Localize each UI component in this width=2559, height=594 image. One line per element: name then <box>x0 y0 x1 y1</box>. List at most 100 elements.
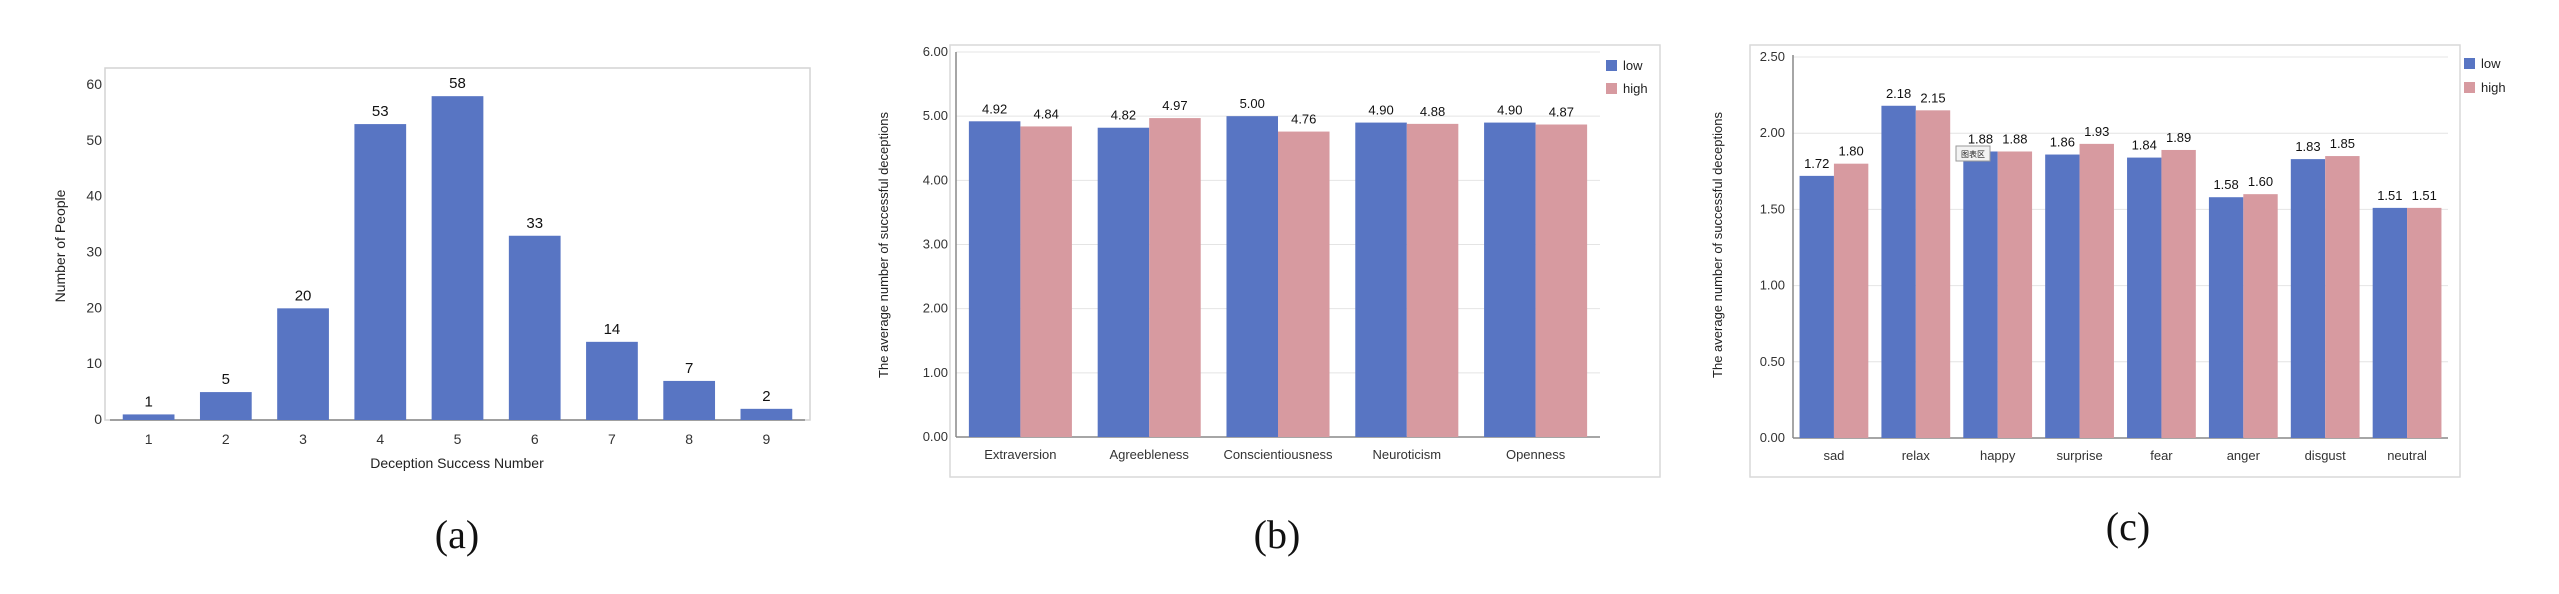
a-y-tick-label: 40 <box>86 188 102 204</box>
b-value-label: 4.97 <box>1162 98 1187 113</box>
b-value-label: 4.90 <box>1368 103 1393 118</box>
c-bar-low <box>2372 207 2408 438</box>
b-value-label: 4.84 <box>1034 106 1059 121</box>
chart-c-ylabel: The average number of successful decepti… <box>1710 112 1725 378</box>
b-y-tick-label: 1.00 <box>923 365 948 380</box>
chart-c-bars <box>1799 105 2442 439</box>
c-x-tick-label: fear <box>2150 448 2173 463</box>
a-y-tick-label: 10 <box>86 355 102 371</box>
a-x-tick-label: 9 <box>762 431 770 447</box>
c-x-tick-label: disgust <box>2305 448 2347 463</box>
a-value-label: 58 <box>449 75 466 92</box>
chart-a: 0 10 20 30 40 50 60 1 5 20 53 58 33 14 7 2 1 2 3 4 5 6 7 8 9 D… <box>52 67 811 557</box>
b-bar-low <box>1484 122 1536 437</box>
chart-b-legend-label-low: low <box>1623 58 1643 73</box>
c-bar-low <box>2290 159 2326 438</box>
chart-c-value-labels: 1.72 1.80 2.18 2.15 1.88 1.88 1.86 1.93 1.84 1.89… <box>1804 86 2437 203</box>
b-y-tick-label: 5.00 <box>923 108 948 123</box>
b-bar-high <box>1278 131 1330 438</box>
a-x-tick-label: 2 <box>222 431 230 447</box>
b-y-tick-label: 2.00 <box>923 301 948 316</box>
c-value-label: 1.88 <box>1968 131 1993 146</box>
c-value-label: 1.58 <box>2213 177 2238 192</box>
chart-b-legend-swatch-high <box>1606 83 1617 94</box>
c-value-label: 1.85 <box>2330 136 2355 151</box>
c-x-tick-label: relax <box>1902 448 1931 463</box>
a-y-tick-label: 0 <box>94 411 102 427</box>
b-bar-low <box>968 121 1021 438</box>
b-value-label: 4.92 <box>982 101 1007 116</box>
c-value-label: 1.51 <box>2412 188 2437 203</box>
chart-c-legend: low high <box>2464 56 2506 95</box>
b-y-tick-label: 4.00 <box>923 172 948 187</box>
chart-b-value-labels: 4.92 4.84 4.82 4.97 5.00 4.76 4.90 4.88 4.90 4.87 <box>982 96 1574 126</box>
a-y-tick-label: 60 <box>86 76 102 92</box>
chart-c-x-ticks: sad relax happy surprise fear anger disgust neu… <box>1823 448 2427 463</box>
b-bar-high <box>1535 124 1588 437</box>
a-bar <box>508 235 561 420</box>
chart-b-legend-swatch-low <box>1606 60 1617 71</box>
chart-a-x-ticks: 1 2 3 4 5 6 7 8 9 <box>145 431 771 447</box>
chart-b-frame <box>949 44 1661 478</box>
chart-a-value-labels: 1 5 20 53 58 33 14 7 2 <box>144 75 770 410</box>
b-value-label: 4.82 <box>1111 108 1136 123</box>
c-y-tick-label: 0.00 <box>1760 430 1785 445</box>
c-bar-low <box>1963 151 1998 438</box>
b-bar-high <box>1020 126 1072 437</box>
c-bar-high <box>1833 163 1869 438</box>
c-bar-high <box>2325 156 2360 438</box>
chart-a-caption: (a) <box>435 512 479 557</box>
b-y-tick-label: 6.00 <box>923 44 948 59</box>
chart-c: 0.00 0.50 1.00 1.50 2.00 2.50 1.72 1.80 2.18 2.1… <box>1710 44 2506 549</box>
b-value-label: 5.00 <box>1240 96 1265 111</box>
c-value-label: 1.84 <box>2132 138 2157 153</box>
a-x-tick-label: 5 <box>454 431 462 447</box>
b-x-tick-label: Agreebleness <box>1109 447 1189 462</box>
b-bar-low <box>1226 116 1278 438</box>
chart-a-xlabel: Deception Success Number <box>370 455 544 471</box>
chart-b-ylabel: The average number of successful decepti… <box>876 112 891 378</box>
chart-a-ylabel: Number of People <box>52 189 68 302</box>
chart-b-bars <box>968 116 1588 438</box>
c-y-tick-label: 0.50 <box>1760 354 1785 369</box>
c-value-label: 1.60 <box>2248 174 2273 189</box>
b-bar-low <box>1355 122 1407 437</box>
a-x-tick-label: 6 <box>531 431 539 447</box>
b-x-tick-label: Neuroticism <box>1372 447 1441 462</box>
a-x-tick-label: 7 <box>608 431 616 447</box>
a-bar <box>740 408 793 420</box>
a-bar <box>199 392 252 420</box>
b-x-tick-label: Openness <box>1506 447 1566 462</box>
c-bar-low <box>1881 105 1916 438</box>
chart-b-legend-label-high: high <box>1623 81 1648 96</box>
a-value-label: 7 <box>685 360 693 377</box>
c-x-tick-label: happy <box>1980 448 2016 463</box>
b-x-tick-label: Conscientiousness <box>1223 447 1333 462</box>
c-bar-high <box>2243 194 2278 438</box>
c-x-tick-label: surprise <box>2056 448 2102 463</box>
c-bar-low <box>2208 197 2244 438</box>
chart-a-bars <box>122 96 793 421</box>
c-bar-high <box>2407 207 2442 438</box>
a-x-tick-label: 3 <box>299 431 307 447</box>
chart-b-legend: low high <box>1606 58 1648 96</box>
b-bar-high <box>1406 123 1459 437</box>
chart-b-caption: (b) <box>1254 512 1301 557</box>
a-bar <box>354 124 407 420</box>
c-value-label: 1.89 <box>2166 130 2191 145</box>
c-x-tick-label: anger <box>2227 448 2261 463</box>
a-y-tick-label: 30 <box>86 244 102 260</box>
chart-c-annotation-box <box>1955 145 1991 162</box>
a-value-label: 2 <box>762 388 770 405</box>
chart-c-y-ticks: 0.00 0.50 1.00 1.50 2.00 2.50 <box>1760 49 1785 445</box>
a-y-tick-label: 20 <box>86 299 102 315</box>
chart-b-y-ticks: 0.00 1.00 2.00 3.00 4.00 5.00 6.00 <box>923 44 948 444</box>
a-value-label: 14 <box>604 321 621 338</box>
chart-c-frame <box>1749 44 2461 478</box>
b-bar-high <box>1149 118 1201 437</box>
b-value-label: 4.88 <box>1420 104 1445 119</box>
c-y-tick-label: 1.50 <box>1760 201 1785 216</box>
c-bar-high <box>1915 110 1951 438</box>
chart-c-legend-swatch-low <box>2464 58 2475 69</box>
